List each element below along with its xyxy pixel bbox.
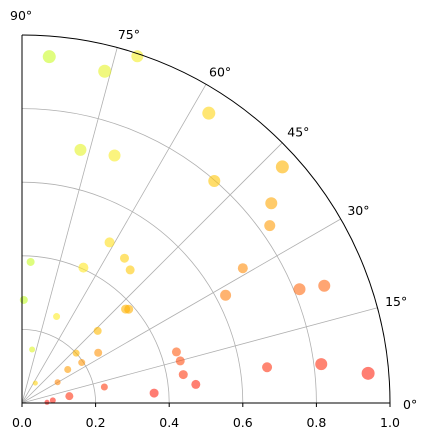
scatter-point-38 [72,349,80,357]
r-tick-label-4: 0.8 [306,415,326,430]
theta-grid-line-1 [21,307,378,404]
scatter-point-2 [65,392,74,401]
scatter-point-8 [178,370,188,380]
theta-tick-label-3: 45° [287,125,309,140]
r-tick-label-5: 1.0 [380,415,400,430]
scatter-point-9 [175,356,185,366]
scatter-point-27 [104,237,115,248]
theta-tick-label-0: 0° [403,397,417,412]
grid-layer [21,47,378,404]
scatter-point-24 [74,143,87,156]
scatter-point-0 [44,399,50,405]
theta-grid-line-5 [21,47,118,404]
scatter-point-18 [275,160,289,174]
scatter-point-34 [124,304,134,314]
scatter-point-3 [149,388,159,398]
scatter-point-14 [220,289,232,301]
scatter-point-13 [293,283,306,296]
frame-layer [21,34,391,407]
r-tick-label-1: 0.2 [86,415,106,430]
scatter-point-23 [42,50,56,64]
scatter-point-40 [54,379,61,386]
scatter-point-21 [98,64,112,78]
outer-arc [21,34,391,404]
theta-grid-line-2 [21,218,341,404]
scatter-point-36 [94,348,103,357]
scatter-point-32 [19,295,28,304]
scatter-point-31 [26,257,35,266]
scatter-point-1 [49,397,56,404]
scatter-point-37 [78,359,86,367]
scatter-point-15 [237,263,248,274]
scatter-point-29 [125,265,135,275]
scatter-point-30 [53,313,61,321]
scatter-point-12 [318,279,331,292]
theta-tick-label-2: 30° [347,203,369,218]
scatter-point-6 [191,379,201,389]
scatter-point-41 [29,346,36,353]
scatter-point-10 [100,383,108,391]
scatter-point-22 [131,50,144,63]
scatter-point-26 [78,262,89,273]
scatter-point-20 [202,106,216,120]
r-tick-label-3: 0.6 [233,415,253,430]
scatter-point-16 [264,220,276,232]
points-layer [19,50,375,405]
scatter-point-19 [208,175,221,188]
scatter-point-28 [119,253,129,263]
scatter-point-17 [265,197,278,210]
scatter-point-25 [108,149,121,162]
scatter-point-42 [32,380,38,386]
r-tick-label-0: 0.0 [12,415,32,430]
scatter-point-7 [262,362,273,373]
theta-tick-label-6: 90° [10,8,32,23]
theta-tick-label-1: 15° [385,294,407,309]
theta-tick-label-5: 75° [118,27,140,42]
theta-grid-line-3 [21,142,283,404]
labels-layer: 0.0 0.2 0.4 0.6 0.8 1.00° 15° 30° 45° 60° 75° 90° [10,8,417,430]
scatter-point-35 [93,326,102,335]
r-tick-label-2: 0.4 [159,415,179,430]
scatter-point-5 [315,358,328,371]
scatter-point-11 [171,347,181,357]
theta-tick-label-4: 60° [209,65,231,80]
scatter-point-4 [361,366,375,380]
scatter-point-39 [64,366,72,374]
